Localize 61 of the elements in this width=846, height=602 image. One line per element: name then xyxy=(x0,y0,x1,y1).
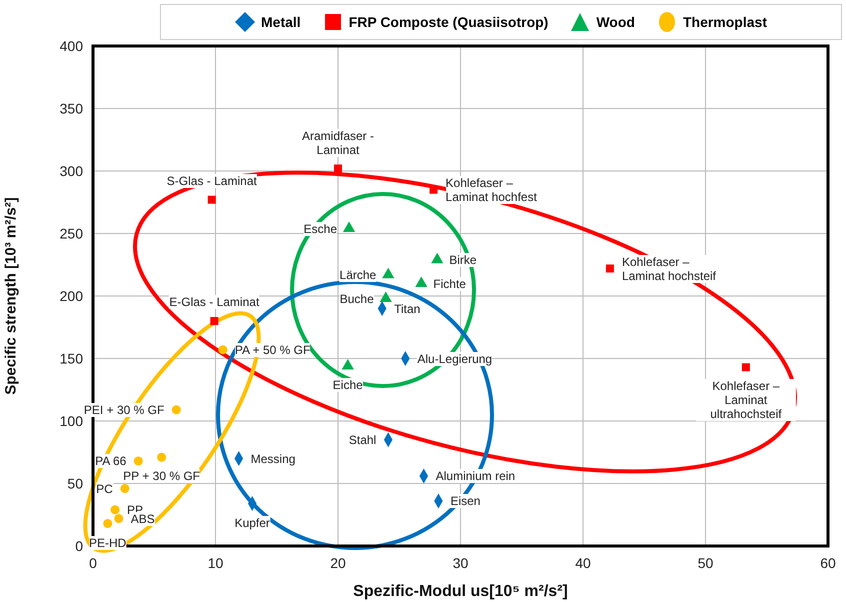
x-axis-title: Spezific-Modul us[10⁵ m²/s²] xyxy=(353,583,568,600)
annotation: S-Glas - Laminat xyxy=(166,174,257,188)
y-tick-label: 200 xyxy=(60,288,84,304)
annotation: Kohlefaser – Laminat hochfest xyxy=(446,176,551,204)
annotation: Aluminium rein xyxy=(436,469,516,483)
point xyxy=(172,405,181,414)
annotation: Kohlefaser – Laminat hochsteif xyxy=(622,254,727,282)
point xyxy=(103,518,112,528)
point xyxy=(110,505,120,514)
annotation: Messing xyxy=(250,452,296,466)
annotation: PEI + 30 % GF xyxy=(84,402,164,417)
legend-label: Wood xyxy=(596,14,635,30)
point xyxy=(742,363,750,372)
annotation: Kohlefaser – Laminat ultrahochsteif xyxy=(696,379,796,422)
point xyxy=(606,264,614,272)
annotation: Birke xyxy=(449,252,477,267)
annotation: Eisen xyxy=(450,494,480,508)
y-tick-label: 250 xyxy=(60,226,84,242)
x-tick-label: 60 xyxy=(820,555,836,571)
y-tick-label: 400 xyxy=(60,38,84,54)
annotation: Eiche xyxy=(332,378,363,392)
point xyxy=(134,456,143,466)
point xyxy=(208,196,216,204)
point xyxy=(114,514,124,524)
annotation: PA + 50 % GF xyxy=(234,342,310,357)
x-tick-label: 30 xyxy=(452,555,468,571)
annotation: E-Glas - Laminat xyxy=(169,295,260,309)
legend-label: Thermoplast xyxy=(682,14,767,30)
y-tick-label: 100 xyxy=(60,413,84,429)
y-axis-title: Specific strength [10³ m²/s²] xyxy=(2,197,20,395)
annotation: Lärche xyxy=(340,268,376,282)
point xyxy=(334,164,342,172)
annotation: Titan xyxy=(394,302,420,316)
point xyxy=(210,317,218,325)
annotation: PA 66 xyxy=(95,454,126,468)
legend-label: FRP Composte (Quasiisotrop) xyxy=(348,14,548,30)
annotation: PP + 30 % GF xyxy=(123,469,200,484)
point xyxy=(120,484,130,494)
y-tick-label: 350 xyxy=(60,100,84,116)
annotation: Alu-Legierung xyxy=(417,352,492,366)
annotation: PE-HD xyxy=(89,536,126,550)
annotation: Aramidfaser - Laminat xyxy=(286,128,390,156)
y-tick-label: 50 xyxy=(67,476,84,492)
x-tick-label: 50 xyxy=(698,555,714,571)
annotation: PC xyxy=(96,482,113,496)
x-tick-label: 20 xyxy=(330,555,346,571)
legend-label: Metall xyxy=(261,14,301,30)
x-tick-label: 10 xyxy=(208,555,224,571)
x-tick-label: 0 xyxy=(89,555,98,571)
annotation: Kupfer xyxy=(234,516,270,530)
point xyxy=(157,452,166,462)
annotation: Stahl xyxy=(348,432,376,447)
annotation: ABS xyxy=(130,512,155,526)
y-tick-label: 300 xyxy=(60,163,84,179)
y-tick-label: 150 xyxy=(60,350,84,366)
annotation: Buche xyxy=(340,292,374,306)
point xyxy=(218,345,228,354)
annotation: Fichte xyxy=(433,276,466,290)
annotation: Esche xyxy=(304,222,338,236)
x-tick-label: 40 xyxy=(575,555,591,571)
y-tick-label: 0 xyxy=(75,538,84,554)
